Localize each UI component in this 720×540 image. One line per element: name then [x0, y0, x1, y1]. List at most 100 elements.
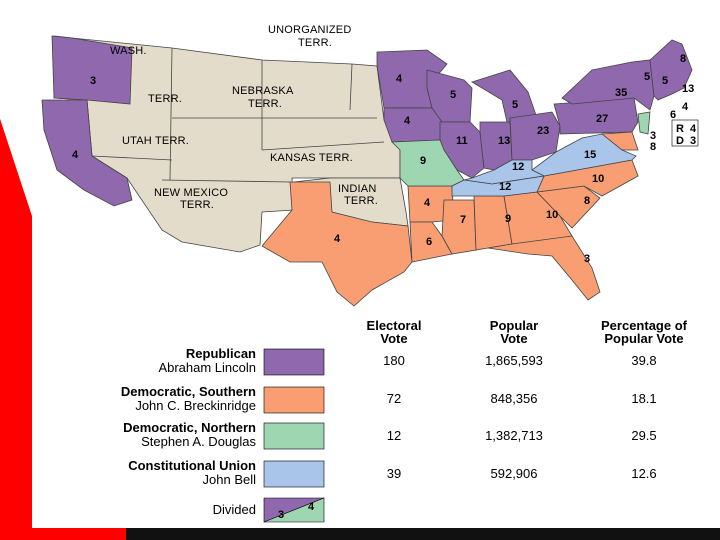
electoral-republican: 180 — [383, 353, 405, 368]
label-utah: UTAH TERR. — [122, 135, 189, 147]
legend-row-dem-southern: Democratic, Southern John C. Breckinridg… — [121, 384, 657, 414]
vote-ar: 4 — [424, 197, 431, 209]
bottom-black-bar — [126, 528, 720, 540]
electoral-dem-northern: 12 — [387, 428, 401, 443]
percent-republican: 39.8 — [631, 353, 656, 368]
state-iowa — [383, 107, 443, 143]
candidate-lincoln: Abraham Lincoln — [158, 360, 256, 375]
label-new-mexico-1: NEW MEXICO — [154, 187, 228, 199]
percent-dem-southern: 18.1 — [631, 391, 656, 406]
popular-dem-southern: 848,356 — [491, 391, 538, 406]
state-california — [41, 99, 133, 207]
label-indian-2: TERR. — [344, 195, 378, 207]
vote-va: 15 — [584, 149, 596, 161]
vote-in: 13 — [498, 135, 510, 147]
state-borders — [91, 47, 385, 183]
header-electoral-1: Electoral — [367, 318, 422, 333]
vote-wi: 5 — [450, 89, 456, 101]
legend-row-divided: Divided 3 4 — [213, 497, 325, 523]
party-republican: Republican — [186, 346, 256, 361]
nj-d-value: 3 — [690, 135, 696, 147]
candidate-douglas: Stephen A. Douglas — [141, 434, 256, 449]
vote-ia: 4 — [404, 115, 411, 127]
territory-labels: UNORGANIZED TERR. WASH. TERR. NEBRASKA T… — [110, 24, 378, 211]
party-dem-northern: Democratic, Northern — [123, 420, 256, 435]
percent-const-union: 12.6 — [631, 466, 656, 481]
vote-ca: 4 — [72, 149, 79, 161]
header-electoral-2: Vote — [380, 331, 407, 346]
legend-row-const-union: Constitutional Union John Bell 39 592,90… — [128, 458, 657, 488]
state-florida — [487, 235, 601, 301]
vote-de: 3 — [650, 130, 656, 142]
label-indian-1: INDIAN — [338, 183, 376, 195]
vote-la: 6 — [426, 236, 432, 248]
vote-mn: 4 — [396, 73, 403, 85]
vote-il: 11 — [456, 135, 468, 147]
vote-vt: 5 — [644, 71, 650, 83]
label-new-mexico-2: TERR. — [180, 199, 214, 211]
dem-southern-states — [261, 131, 639, 307]
nj-d-label: D — [676, 135, 684, 147]
state-ohio — [509, 111, 561, 161]
legend-row-dem-northern: Democratic, Northern Stephen A. Douglas … — [123, 420, 657, 450]
label-terr: TERR. — [148, 93, 182, 105]
state-new-jersey-green — [637, 111, 651, 135]
vote-md: 8 — [650, 141, 656, 153]
header-percent-2: Popular Vote — [604, 331, 683, 346]
vote-mo: 9 — [420, 155, 426, 167]
republican-states — [41, 35, 693, 207]
header-percent-1: Percentage of — [601, 318, 688, 333]
nj-split-box: R 4 D 3 — [671, 119, 699, 147]
divided-green-half — [263, 497, 325, 523]
candidate-bell: John Bell — [203, 472, 257, 487]
swatch-const-union — [263, 460, 325, 488]
vote-ms: 7 — [460, 214, 466, 226]
vote-mi: 5 — [512, 99, 518, 111]
legend-row-republican: Republican Abraham Lincoln 180 1,865,593… — [158, 346, 657, 376]
state-mississippi — [441, 199, 477, 255]
divided-left-value: 3 — [278, 509, 284, 521]
candidate-breckinridge: John C. Breckinridge — [135, 398, 256, 413]
map-svg: UNORGANIZED TERR. WASH. TERR. NEBRASKA T… — [32, 0, 720, 528]
label-kansas: KANSAS TERR. — [270, 152, 353, 164]
vote-ky: 12 — [512, 161, 524, 173]
vote-pa: 27 — [596, 113, 608, 125]
label-nebraska-1: NEBRASKA — [232, 85, 294, 97]
percent-dem-northern: 29.5 — [631, 428, 656, 443]
header-popular-1: Popular — [490, 318, 538, 333]
vote-ma: 13 — [682, 83, 694, 95]
vote-ri: 4 — [682, 101, 689, 113]
swatch-dem-southern — [263, 386, 325, 414]
election-map: UNORGANIZED TERR. WASH. TERR. NEBRASKA T… — [32, 0, 720, 528]
nj-r-label: R — [676, 123, 684, 135]
vote-me: 8 — [680, 53, 686, 65]
vote-ga: 10 — [546, 209, 558, 221]
vote-nh: 5 — [662, 75, 668, 87]
vote-fl: 3 — [584, 253, 590, 265]
party-dem-southern: Democratic, Southern — [121, 384, 256, 399]
electoral-const-union: 39 — [387, 466, 401, 481]
label-unorganized-1: UNORGANIZED — [268, 24, 351, 36]
swatch-republican — [263, 348, 325, 376]
vote-tn: 12 — [499, 181, 511, 193]
popular-republican: 1,865,593 — [485, 353, 543, 368]
label-divided: Divided — [213, 502, 256, 517]
swatch-dem-northern — [263, 422, 325, 450]
state-tennessee — [451, 175, 545, 197]
label-nebraska-2: TERR. — [248, 98, 282, 110]
divided-right-value: 4 — [308, 501, 315, 513]
vote-al: 9 — [505, 213, 511, 225]
state-new-england — [649, 39, 693, 101]
label-unorganized-2: TERR. — [298, 37, 332, 49]
label-wash: WASH. — [110, 45, 147, 57]
const-union-states — [451, 133, 637, 197]
state-oregon — [51, 35, 133, 105]
bottom-red-bar — [0, 528, 126, 540]
party-const-union: Constitutional Union — [128, 458, 256, 473]
vote-sc: 8 — [584, 195, 590, 207]
vote-ct: 6 — [670, 109, 676, 121]
electoral-dem-southern: 72 — [387, 391, 401, 406]
nj-r-value: 4 — [690, 123, 697, 135]
vote-oh: 23 — [537, 125, 549, 137]
vote-or: 3 — [90, 75, 96, 87]
